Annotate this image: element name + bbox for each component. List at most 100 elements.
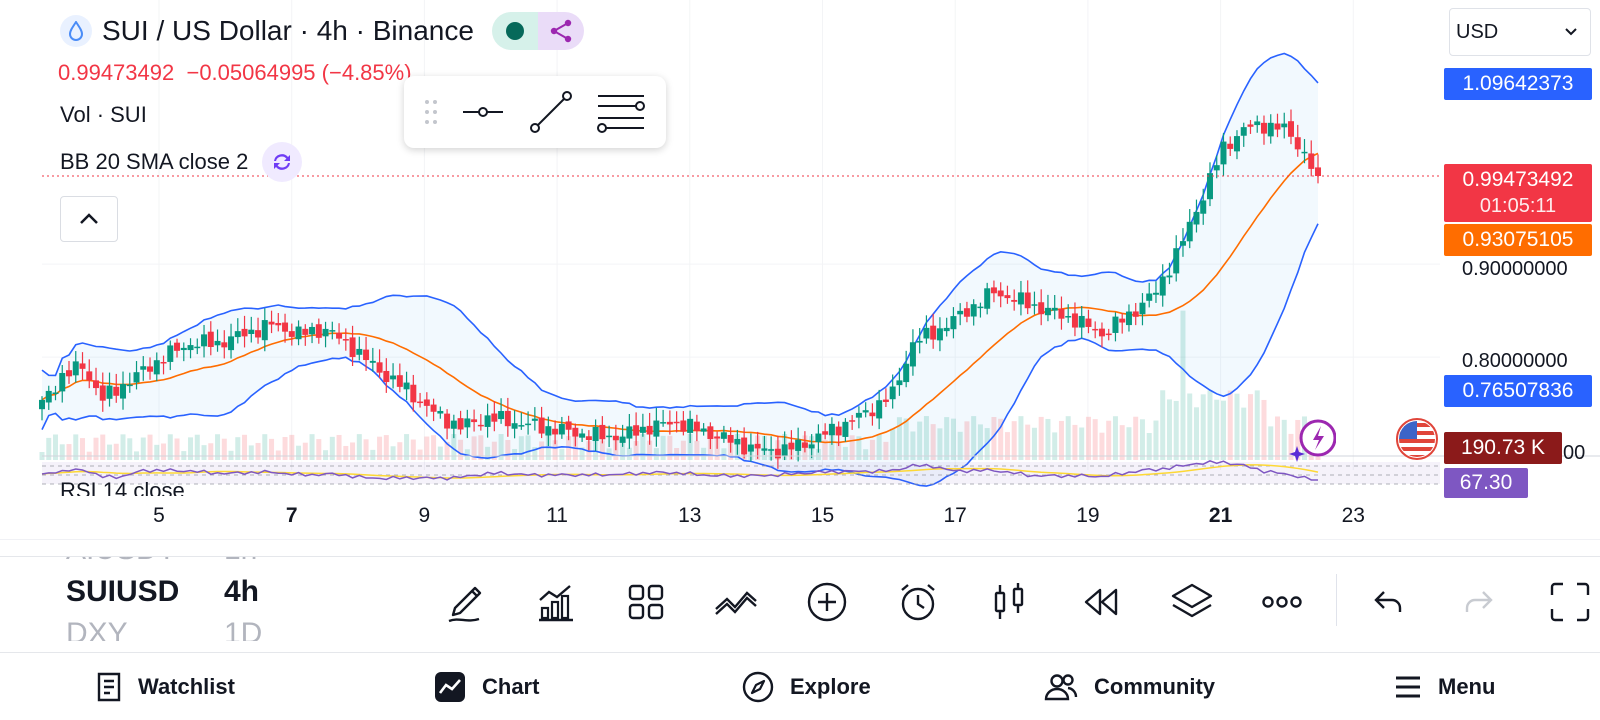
volume-bar — [1004, 432, 1010, 460]
candle-body — [403, 382, 410, 390]
horizontal-ray-icon[interactable] — [461, 102, 505, 122]
rsi-tag: 67.30 — [1444, 468, 1528, 498]
volume-bar — [302, 442, 308, 460]
add-button[interactable] — [803, 580, 851, 624]
bb-upper-tag: 1.09642373 — [1444, 68, 1592, 100]
volume-bar — [404, 434, 410, 460]
volume-bar — [1011, 421, 1017, 460]
nav-community-label: Community — [1094, 674, 1215, 699]
candle-body — [1233, 136, 1240, 152]
indicators-button[interactable] — [531, 580, 579, 624]
fullscreen-button[interactable] — [1546, 580, 1594, 624]
indicators-icon — [539, 585, 573, 622]
nav-chart[interactable]: Chart — [434, 653, 539, 720]
candle-body — [126, 384, 133, 387]
symbol-picker-prev[interactable]: AIUSDT 1h — [66, 557, 257, 567]
volume-bar — [1058, 420, 1064, 460]
time-label: 11 — [546, 504, 568, 527]
undo-button[interactable] — [1364, 580, 1412, 624]
candle-body — [66, 370, 73, 377]
nav-watchlist[interactable]: Watchlist — [96, 653, 235, 720]
candle-body — [214, 340, 221, 346]
candle-body — [207, 331, 214, 347]
share-icon[interactable] — [537, 12, 584, 50]
volume-bar — [1180, 310, 1186, 460]
candle-body — [234, 331, 241, 338]
time-axis[interactable]: 5 7 9 11 13 15 17 19 21 23 — [0, 504, 1440, 540]
time-label: 13 — [678, 504, 702, 527]
volume-bar — [923, 416, 929, 460]
symbol-title: SUI / US Dollar · 4h · Binance — [102, 15, 474, 46]
drag-handle-icon[interactable] — [424, 98, 438, 126]
candle-body — [1159, 276, 1166, 296]
trend-line-icon[interactable] — [529, 90, 573, 134]
volume-bar — [680, 440, 686, 460]
bb-legend[interactable]: BB 20 SMA close 2 — [60, 142, 303, 182]
volume-bar — [1099, 432, 1105, 460]
volume-bar — [1106, 420, 1112, 460]
nav-menu[interactable]: Menu — [1394, 653, 1495, 720]
volume-bar — [930, 424, 936, 460]
time-label: 21 — [1208, 504, 1233, 527]
candle-body — [896, 380, 903, 386]
candle-body — [1119, 318, 1126, 323]
drawing-toolbar[interactable] — [404, 76, 666, 148]
volume-bar — [1146, 433, 1152, 460]
candle-body — [1227, 143, 1234, 149]
current-symbol: SUIUSD — [66, 575, 180, 608]
collapse-legend-button[interactable] — [60, 196, 118, 242]
candle-body — [93, 380, 100, 389]
currency-value: USD — [1456, 20, 1499, 43]
current-interval: 4h — [224, 575, 260, 608]
currency-select[interactable]: USD — [1449, 8, 1591, 56]
us-flag-icon[interactable] — [1396, 418, 1438, 460]
symbol-picker-current[interactable]: SUIUSD 4h — [66, 575, 259, 609]
candle-body — [1112, 316, 1119, 333]
volume-bar — [167, 434, 173, 460]
symbol-header[interactable]: SUI / US Dollar · 4h · Binance — [60, 12, 584, 50]
rsi-legend[interactable]: RSI 14 close — [60, 478, 185, 496]
volume-bar — [437, 446, 443, 460]
nav-explore[interactable]: Explore — [742, 653, 871, 720]
ai-assistant-icon[interactable] — [1288, 418, 1337, 466]
alert-button[interactable] — [894, 580, 942, 624]
redo-button[interactable] — [1455, 580, 1503, 624]
symbol-picker-next[interactable]: DXY 1D — [66, 617, 262, 641]
layout-button[interactable] — [622, 580, 670, 624]
candle-body — [612, 435, 619, 441]
candle-body — [842, 421, 849, 437]
volume-bar — [917, 421, 923, 460]
candle-body — [174, 342, 181, 351]
volume-bar — [626, 447, 632, 460]
volume-bar — [977, 424, 983, 460]
bb-upper-line — [41, 52, 1319, 417]
volume-bar — [1139, 419, 1145, 460]
candle-body — [1152, 292, 1159, 295]
parallel-channel-icon[interactable] — [596, 90, 646, 134]
candles-icon — [994, 583, 1024, 619]
more-button[interactable] — [1258, 580, 1306, 624]
reload-icon[interactable] — [262, 142, 303, 182]
price-chart[interactable] — [0, 0, 1600, 540]
volume-bar — [1207, 390, 1213, 460]
chevron-up-icon — [80, 213, 98, 224]
chart-toolbar: AIUSDT 1h SUIUSD 4h DXY 1D — [0, 556, 1600, 641]
volume-tag: 190.73 K — [1444, 432, 1562, 464]
layers-button[interactable] — [1168, 580, 1216, 624]
candle-body — [700, 428, 707, 432]
nav-community[interactable]: Community — [1044, 653, 1215, 720]
volume-legend[interactable]: Vol · SUI — [60, 102, 147, 127]
candle-body — [457, 418, 464, 430]
candle-body — [997, 290, 1004, 297]
candle-body — [430, 404, 437, 412]
candle-body — [147, 366, 154, 372]
candle-body — [1017, 292, 1024, 305]
symbol-picker[interactable]: AIUSDT 1h SUIUSD 4h DXY 1D — [66, 557, 286, 641]
drawings-button[interactable] — [441, 580, 489, 624]
compare-button[interactable] — [712, 580, 760, 624]
candle-body — [565, 421, 572, 430]
replay-button[interactable] — [1076, 580, 1124, 624]
chart-type-button[interactable] — [985, 580, 1033, 624]
status-pill[interactable] — [491, 12, 584, 50]
candle-body — [936, 328, 943, 341]
